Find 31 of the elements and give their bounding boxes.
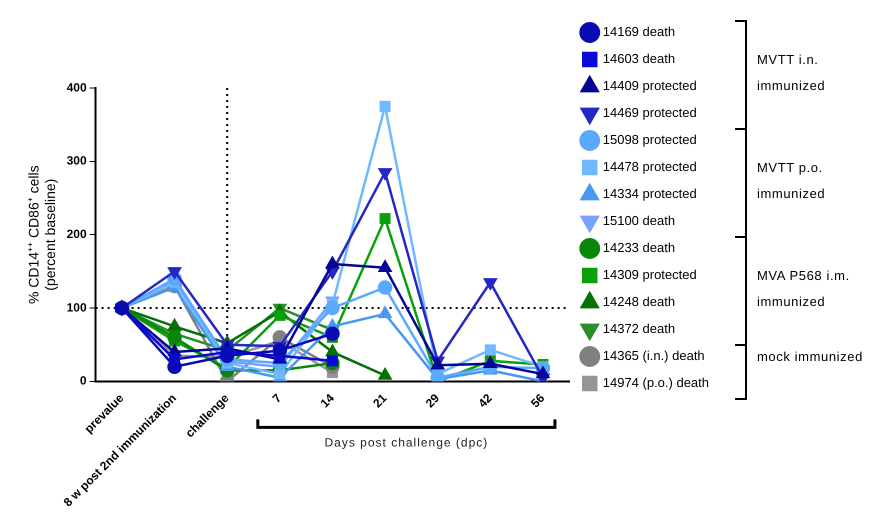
legend-label: 14248 death bbox=[602, 294, 676, 310]
legend-label: 15100 death bbox=[602, 213, 676, 228]
x-tick-label: 21 bbox=[370, 390, 390, 410]
text: MVA P568 i.m. immunized bbox=[757, 267, 851, 311]
legend-label: 14603 death bbox=[602, 51, 676, 66]
y-tick-label: 100 bbox=[66, 300, 87, 314]
y-tick-label: 200 bbox=[66, 227, 87, 242]
legend-label: 14233 death bbox=[602, 240, 676, 256]
legend-label: 14409 protected bbox=[602, 78, 697, 94]
legend-label: 14309 protected bbox=[602, 267, 697, 282]
x-tick-label: 29 bbox=[422, 390, 442, 410]
legend-label: 14169 death bbox=[602, 24, 676, 40]
y-axis-title: % CD14⁺⁺ CD86⁺ cells (percent baseline) bbox=[25, 165, 58, 304]
y-tick-label: 400 bbox=[66, 80, 87, 94]
x-tick-label: 14 bbox=[318, 390, 338, 410]
x-tick-label: 7 bbox=[270, 390, 284, 406]
text: MVTT p.o. immunized bbox=[757, 159, 826, 203]
x-tick-label: 42 bbox=[475, 390, 495, 410]
text: mock immunized bbox=[757, 348, 864, 366]
legend-label: 15098 protected bbox=[602, 132, 697, 148]
y-tick-label: 0 bbox=[80, 374, 87, 388]
legend-label: 14334 protected bbox=[602, 186, 697, 202]
legend-label: 14469 protected bbox=[602, 105, 697, 120]
legend-label: 14478 protected bbox=[602, 159, 697, 174]
x-axis-title: Days post challenge (dpc) bbox=[324, 436, 488, 450]
legend-label: 14372 death bbox=[602, 321, 676, 336]
x-tick-label: 56 bbox=[528, 390, 548, 410]
y-tick-label: 300 bbox=[66, 154, 87, 168]
legend-label: 14974 (p.o.) death bbox=[602, 375, 710, 390]
legend-label: 14365 (i.n.) death bbox=[602, 348, 705, 364]
text: MVTT i.n. immunized bbox=[757, 51, 826, 95]
